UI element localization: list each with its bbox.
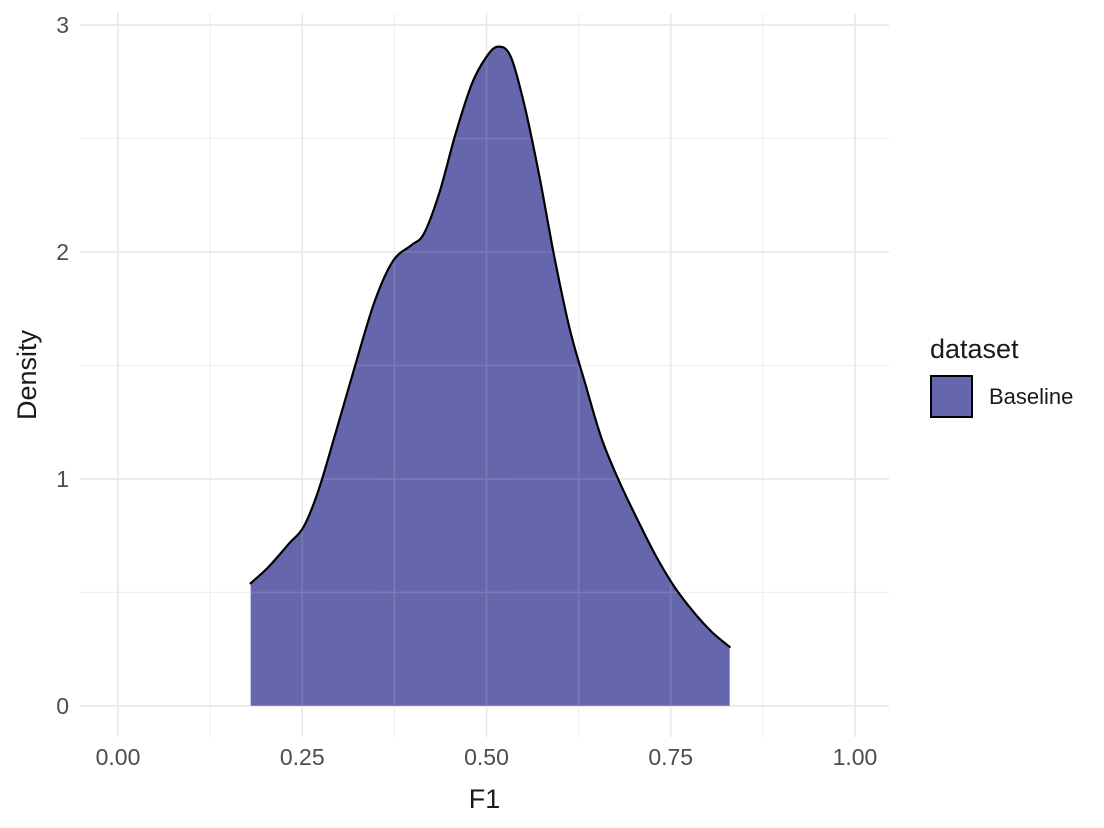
y-tick-label: 3 [56,12,69,39]
density-area [250,46,730,706]
legend-key-swatch [930,375,973,418]
x-tick-label: 0.25 [279,744,325,770]
legend-title: dataset [930,334,1019,364]
y-tick-label: 2 [56,238,69,265]
x-tick-label: 0.50 [464,744,509,770]
y-tick-label: 1 [56,465,69,492]
y-axis-title: Density [12,329,42,421]
x-tick-label: 0.75 [648,744,694,770]
legend-entry: Baseline [930,375,1073,418]
legend-entry-label: Baseline [989,383,1074,409]
x-tick-label: 1.00 [832,744,878,770]
x-tick-label: 0.00 [95,744,141,770]
legend: dataset Baseline [930,334,1073,418]
y-tick-label: 0 [56,692,69,719]
density-outline [249,45,731,648]
x-axis-title: F1 [468,784,501,814]
